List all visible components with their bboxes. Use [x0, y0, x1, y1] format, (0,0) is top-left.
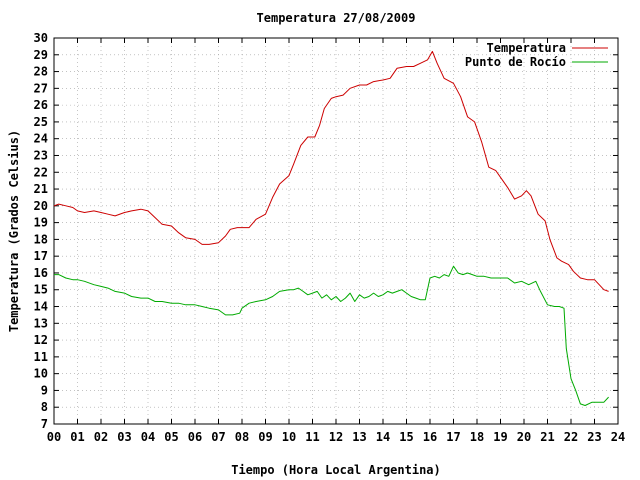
y-tick-label: 7: [41, 417, 48, 431]
y-tick-label: 9: [41, 383, 48, 397]
grid-lines: [54, 38, 618, 424]
x-tick-label: 23: [587, 430, 601, 444]
y-tick-label: 12: [34, 333, 48, 347]
x-tick-labels: 00 01 02 03 04 05 06 07 08 09 10 11 12 13 14 15 16 17 18 19…: [47, 430, 625, 444]
x-tick-label: 07: [211, 430, 225, 444]
series-lines: [53, 50, 609, 406]
y-tick-label: 17: [34, 249, 48, 263]
y-tick-label: 18: [34, 232, 48, 246]
x-tick-label: 05: [164, 430, 178, 444]
x-tick-label: 18: [470, 430, 484, 444]
y-tick-label: 23: [34, 148, 48, 162]
y-tick-label: 24: [34, 132, 48, 146]
x-tick-label: 19: [493, 430, 507, 444]
x-tick-label: 04: [141, 430, 155, 444]
y-tick-label: 27: [34, 81, 48, 95]
x-tick-label: 17: [446, 430, 460, 444]
chart-title: Temperatura 27/08/2009: [257, 11, 416, 25]
x-axis-label: Tiempo (Hora Local Argentina): [231, 463, 441, 477]
y-tick-label: 26: [34, 98, 48, 112]
x-tick-label: 02: [94, 430, 108, 444]
x-tick-label: 00: [47, 430, 61, 444]
y-tick-label: 11: [34, 350, 48, 364]
y-tick-label: 13: [34, 316, 48, 330]
y-tick-label: 29: [34, 48, 48, 62]
series-line-punto-de-rocio: [54, 265, 609, 406]
y-tick-label: 22: [34, 165, 48, 179]
tick-marks: [53, 37, 619, 425]
x-tick-label: 24: [611, 430, 625, 444]
x-tick-label: 12: [329, 430, 343, 444]
y-tick-label: 10: [34, 367, 48, 381]
y-tick-label: 14: [34, 300, 48, 314]
x-tick-label: 11: [305, 430, 319, 444]
x-tick-label: 03: [117, 430, 131, 444]
y-tick-label: 20: [34, 199, 48, 213]
y-tick-label: 30: [34, 31, 48, 45]
x-tick-label: 06: [188, 430, 202, 444]
y-tick-label: 16: [34, 266, 48, 280]
x-tick-label: 16: [423, 430, 437, 444]
y-tick-label: 19: [34, 216, 48, 230]
y-tick-label: 21: [34, 182, 48, 196]
legend-label-punto-de-rocio: Punto de Rocío: [465, 55, 566, 69]
series-line-temperatura: [53, 50, 609, 292]
legend: Temperatura Punto de Rocío: [465, 41, 608, 69]
y-tick-label: 28: [34, 65, 48, 79]
y-tick-label: 15: [34, 283, 48, 297]
x-tick-label: 13: [352, 430, 366, 444]
x-tick-label: 21: [540, 430, 554, 444]
x-tick-label: 15: [399, 430, 413, 444]
x-tick-label: 01: [70, 430, 84, 444]
x-tick-label: 22: [564, 430, 578, 444]
y-tick-label: 25: [34, 115, 48, 129]
y-tick-labels: 7 8 9 10 11 12 13 14 15 16 17 18 19 20 21 22 23 24 25 26 27 2…: [34, 31, 48, 431]
x-tick-label: 14: [376, 430, 390, 444]
legend-label-temperatura: Temperatura: [487, 41, 566, 55]
x-tick-label: 09: [258, 430, 272, 444]
x-tick-label: 20: [517, 430, 531, 444]
y-tick-label: 8: [41, 400, 48, 414]
x-tick-label: 10: [282, 430, 296, 444]
y-axis-label: Temperatura (Grados Celsius): [7, 130, 21, 332]
x-tick-label: 08: [235, 430, 249, 444]
